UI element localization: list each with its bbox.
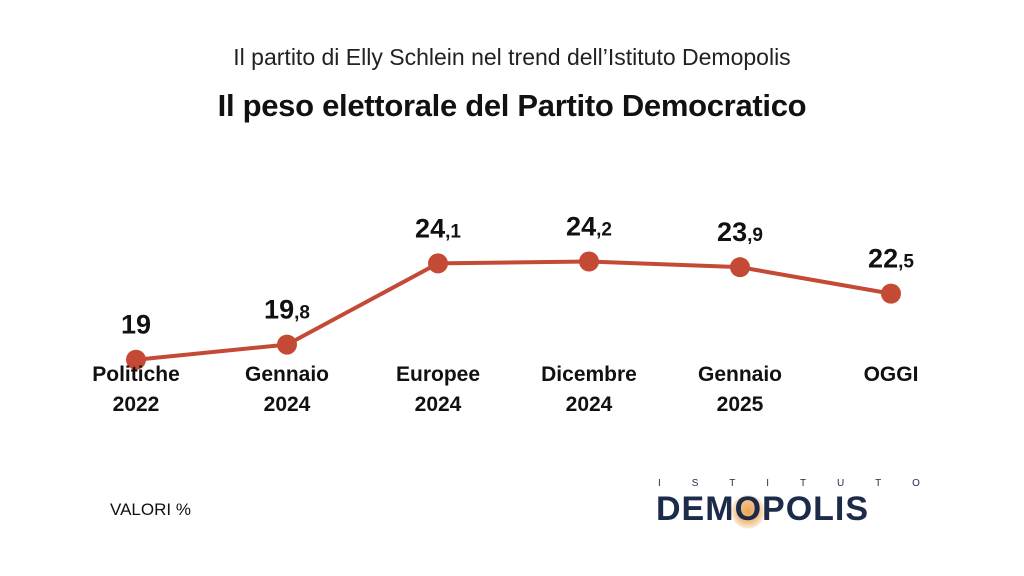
data-label: 24,2	[566, 212, 612, 242]
logo-letter: U	[836, 478, 845, 489]
logo-letter: T	[729, 478, 736, 489]
logo-letter: S	[691, 478, 699, 489]
demopolis-logo: I S T I T U T O DEM OPOLIS	[656, 478, 922, 529]
logo-letter: I	[658, 478, 661, 489]
data-label: 19,8	[264, 295, 310, 325]
data-label: 23,9	[717, 217, 763, 247]
data-label: 19	[121, 310, 151, 340]
logo-letter: T	[875, 478, 882, 489]
data-point	[277, 334, 297, 355]
data-point	[730, 257, 750, 278]
data-point	[579, 251, 599, 272]
data-label: 24,1	[415, 213, 461, 243]
unit-note: VALORI %	[110, 500, 191, 519]
category-label: Gennaio 2024	[244, 363, 329, 416]
data-point	[126, 349, 146, 370]
data-label: 22,5	[868, 244, 914, 274]
category-label: Politiche 2022	[92, 363, 180, 416]
category-label: Dicembre 2024	[541, 363, 637, 416]
data-point	[428, 253, 448, 274]
data-point	[881, 283, 901, 304]
chart-subtitle: Il partito di Elly Schlein nel trend del…	[233, 44, 791, 70]
logo-letter: O	[912, 478, 920, 489]
logo-wordmark: DEM OPOLIS	[656, 490, 870, 529]
logo-letter: T	[799, 478, 807, 489]
chart-title: Il peso elettorale del Partito Democrati…	[217, 88, 807, 123]
series-line	[135, 259, 892, 362]
category-label: OGGI	[863, 363, 919, 386]
category-label: Gennaio 2025	[697, 363, 782, 416]
logo-letter: I	[766, 478, 770, 489]
category-label: Europee 2024	[395, 363, 481, 416]
